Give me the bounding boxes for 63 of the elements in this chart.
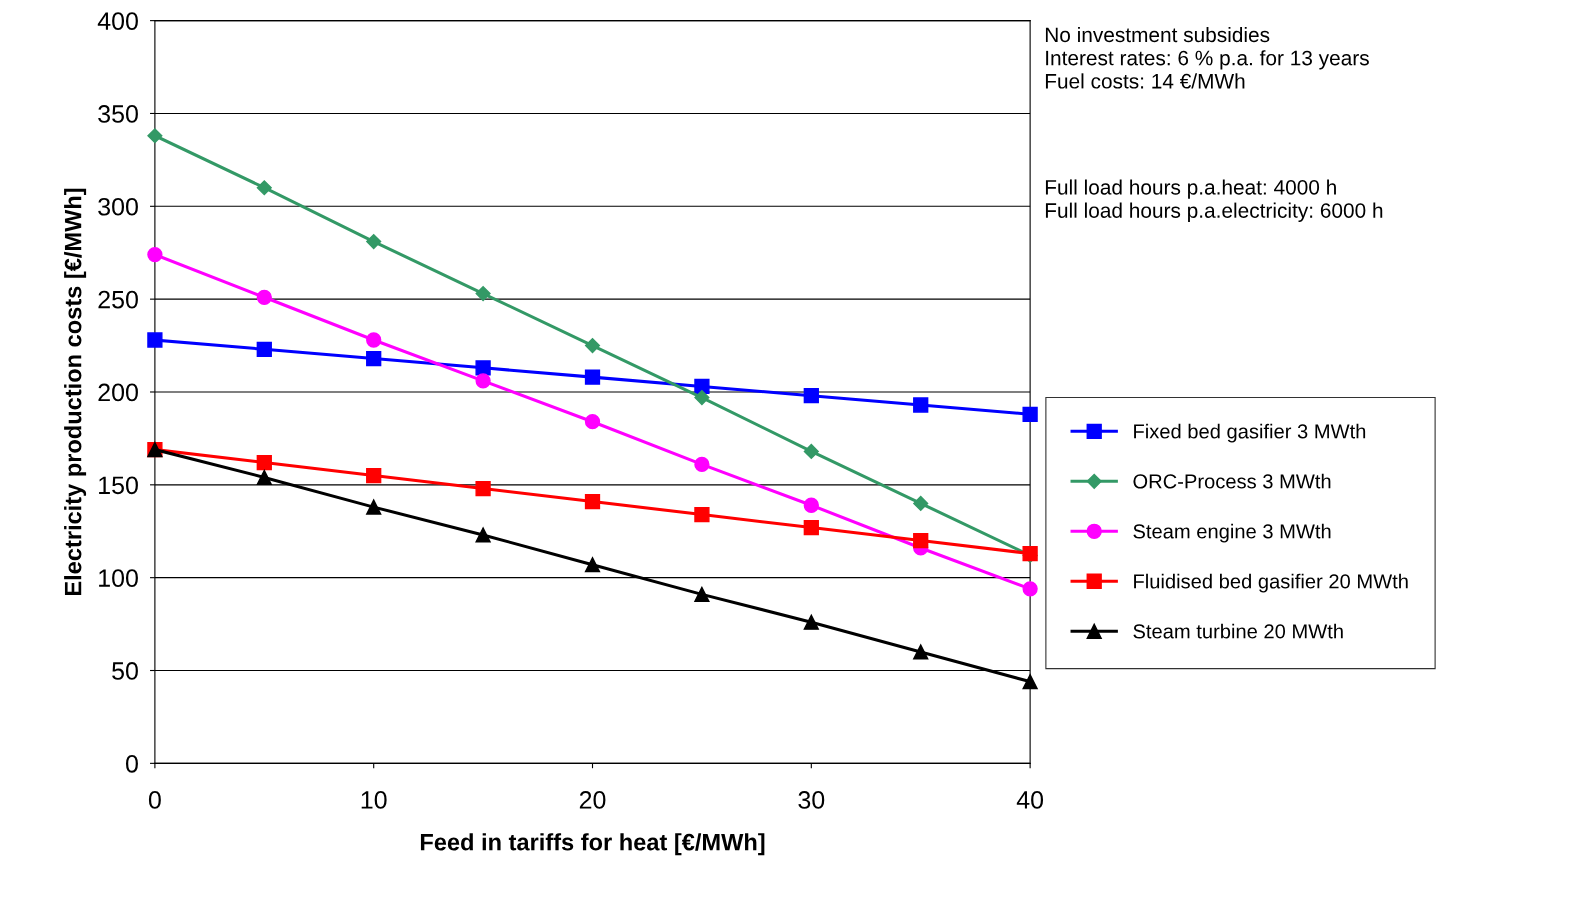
point (475, 480, 491, 497)
y-tick-label: 100 (99, 569, 138, 587)
point (584, 557, 601, 573)
legend-label: Steam turbine 20 MWth (1133, 623, 1343, 639)
point (366, 467, 382, 484)
x-tick-label: 40 (1016, 791, 1044, 809)
point (1022, 406, 1038, 422)
point (256, 469, 272, 486)
point (913, 397, 929, 413)
point (475, 286, 491, 302)
y-tick-label: 300 (98, 197, 138, 216)
point (147, 128, 163, 144)
y-tick-label: 50 (112, 662, 138, 680)
point (475, 360, 491, 376)
point (694, 506, 710, 523)
y-tick-label: 350 (98, 105, 138, 123)
y-tick-label: 0 (125, 754, 138, 773)
x-axis-title: Feed in tariffs for heat [€/MWh] (420, 833, 765, 856)
x-tick-label: 10 (361, 791, 387, 809)
point (694, 586, 710, 603)
point (694, 378, 710, 395)
point (366, 234, 382, 250)
point (147, 246, 163, 263)
y-tick-label: 250 (98, 290, 138, 309)
point (256, 180, 272, 196)
point (256, 289, 272, 305)
point (256, 454, 272, 471)
y-axis-title: Electricity production costs [€/MWh] (64, 188, 87, 596)
point (913, 532, 929, 549)
point (913, 495, 929, 511)
point (913, 644, 929, 660)
legend-label: ORC-Process 3 MWth (1133, 473, 1331, 489)
point (694, 456, 710, 473)
point (803, 519, 819, 536)
point (584, 369, 601, 385)
x-tick-label: 30 (798, 791, 825, 809)
point (475, 527, 491, 543)
text: No investment subsidies Interest rates: 6 % p.a. for 13 years Fuel costs: 14 €/MWh (1045, 26, 1369, 89)
x-tick-label: 0 (148, 791, 161, 809)
point (803, 497, 819, 513)
point (803, 614, 819, 630)
point (366, 332, 382, 348)
y-tick-label: 400 (97, 12, 138, 30)
legend-label: Fluidised bed gasifier 20 MWth (1134, 573, 1408, 593)
point (1022, 674, 1038, 690)
point (366, 499, 382, 515)
point (147, 332, 163, 348)
point (1022, 581, 1038, 597)
point (475, 373, 491, 389)
point (584, 493, 601, 510)
y-tick-label: 200 (98, 383, 138, 402)
x-tick-label: 20 (579, 791, 606, 809)
point (803, 388, 819, 404)
point (584, 337, 601, 354)
point (694, 389, 710, 406)
text: Full load hours p.a.heat: 4000 h Full load hours p.a.electricity: 6000 h (1045, 179, 1383, 223)
point (256, 341, 272, 357)
y-tick-label: 150 (99, 476, 138, 495)
point (366, 350, 382, 367)
point (803, 443, 819, 459)
point (584, 414, 601, 430)
legend-label: Fixed bed gasifier 3 MWth (1134, 423, 1366, 443)
legend-label: Steam engine 3 MWth (1133, 523, 1331, 543)
